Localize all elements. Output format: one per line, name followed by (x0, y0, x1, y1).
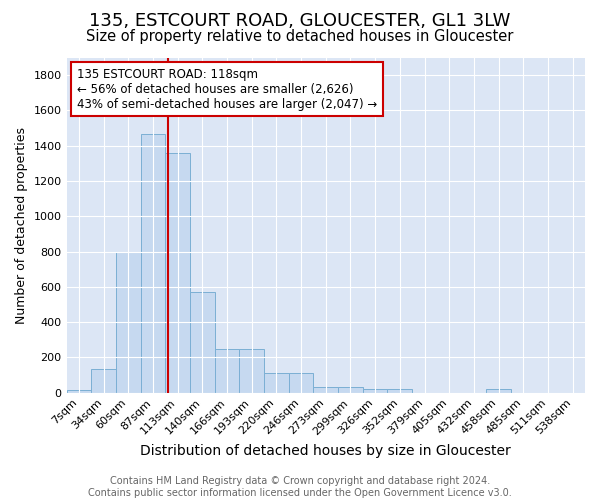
Text: 135, ESTCOURT ROAD, GLOUCESTER, GL1 3LW: 135, ESTCOURT ROAD, GLOUCESTER, GL1 3LW (89, 12, 511, 30)
Bar (239, 348, 264, 393)
Bar (363, 389, 388, 392)
Text: Contains HM Land Registry data © Crown copyright and database right 2024.
Contai: Contains HM Land Registry data © Crown c… (88, 476, 512, 498)
Y-axis label: Number of detached properties: Number of detached properties (15, 126, 28, 324)
Bar (264, 374, 289, 392)
Bar (289, 374, 313, 392)
Bar (116, 252, 140, 392)
Bar (486, 389, 511, 392)
Bar (91, 369, 116, 392)
Bar (338, 386, 363, 392)
X-axis label: Distribution of detached houses by size in Gloucester: Distribution of detached houses by size … (140, 444, 511, 458)
Bar (165, 153, 190, 392)
Bar (313, 386, 338, 392)
Bar (215, 348, 239, 393)
Text: Size of property relative to detached houses in Gloucester: Size of property relative to detached ho… (86, 29, 514, 44)
Bar (140, 134, 165, 392)
Text: 135 ESTCOURT ROAD: 118sqm
← 56% of detached houses are smaller (2,626)
43% of se: 135 ESTCOURT ROAD: 118sqm ← 56% of detac… (77, 68, 377, 110)
Bar (67, 390, 91, 392)
Bar (190, 292, 215, 392)
Bar (388, 389, 412, 392)
